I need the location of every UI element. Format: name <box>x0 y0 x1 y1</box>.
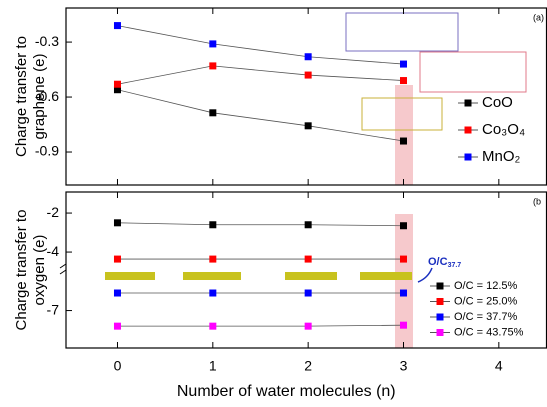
data-point <box>209 221 216 228</box>
legend-marker <box>437 314 444 321</box>
legend-label: O/C = 43.75% <box>454 326 524 338</box>
figure: -0.3-0.6-0.9Charge transfer tographene (… <box>0 0 547 407</box>
data-point <box>209 62 216 69</box>
data-point <box>305 323 312 330</box>
plot-frame <box>66 8 547 185</box>
data-point <box>305 53 312 60</box>
x-tick-label: 0 <box>114 358 122 374</box>
legend-label: O/C = 37.7% <box>454 311 518 323</box>
legend-label: Co₃O₄ <box>482 121 525 138</box>
annotation-arrow <box>418 268 432 282</box>
x-tick-label: 4 <box>495 358 503 374</box>
y-axis-title: Charge transfer to <box>13 210 30 331</box>
panel-label: (b <box>533 196 541 206</box>
y-axis-title: graphene (e) <box>31 54 48 140</box>
data-point <box>114 219 121 226</box>
data-point <box>400 290 407 297</box>
data-point <box>400 222 407 229</box>
fit-line <box>117 26 403 64</box>
data-point <box>114 256 121 263</box>
data-point <box>114 290 121 297</box>
data-point <box>400 61 407 68</box>
inset-structure <box>346 13 458 51</box>
fit-line <box>117 90 403 141</box>
annotation: O/C37.7 <box>428 256 461 269</box>
inset-structure <box>420 52 526 92</box>
data-point <box>305 122 312 129</box>
data-point <box>305 221 312 228</box>
data-point <box>305 290 312 297</box>
highlight-band <box>395 85 413 185</box>
fit-line <box>117 66 403 84</box>
legend-marker <box>437 298 444 305</box>
data-point <box>209 109 216 116</box>
data-point <box>400 256 407 263</box>
panel-label: (a) <box>533 12 544 22</box>
x-axis-title: Number of water molecules (n) <box>177 383 396 400</box>
legend-label: MnO₂ <box>482 148 521 165</box>
data-point <box>305 72 312 79</box>
data-point <box>114 81 121 88</box>
y-tick-label: -0.9 <box>35 143 59 159</box>
data-point <box>209 323 216 330</box>
data-point <box>305 256 312 263</box>
legend-label: CoO <box>482 94 513 111</box>
legend-marker <box>465 100 472 107</box>
y-axis-title: Charge transfer to <box>13 36 30 157</box>
data-point <box>400 77 407 84</box>
y-tick-label: -0.3 <box>35 33 59 49</box>
annotation-subscript: 37.7 <box>448 262 462 269</box>
legend-marker <box>465 127 472 134</box>
data-point <box>114 323 121 330</box>
legend-label: O/C = 25.0% <box>454 295 518 307</box>
data-point <box>209 290 216 297</box>
legend-marker <box>437 283 444 290</box>
data-point <box>209 256 216 263</box>
y-axis-title: oxygen (e) <box>31 235 48 306</box>
data-point <box>209 40 216 47</box>
data-point <box>400 322 407 329</box>
legend-marker <box>437 329 444 336</box>
y-tick-label: -4 <box>47 243 60 259</box>
annotation-text: O/C <box>428 256 448 268</box>
legend-label: O/C = 12.5% <box>454 280 518 292</box>
legend-marker <box>465 154 472 161</box>
fit-line <box>117 325 403 326</box>
fit-line <box>117 223 403 226</box>
data-point <box>400 138 407 145</box>
y-tick-label: -2 <box>47 204 60 220</box>
x-tick-label: 2 <box>304 358 312 374</box>
x-tick-label: 3 <box>400 358 408 374</box>
data-point <box>114 22 121 29</box>
x-tick-label: 1 <box>209 358 217 374</box>
water-structures <box>105 272 412 280</box>
y-tick-label: -7 <box>47 301 60 317</box>
axis-break <box>60 264 66 274</box>
